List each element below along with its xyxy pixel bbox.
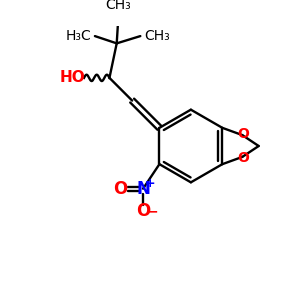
- Text: O: O: [113, 180, 127, 198]
- Text: +: +: [145, 177, 156, 190]
- Text: HO: HO: [59, 70, 85, 86]
- Text: O: O: [136, 202, 150, 220]
- Text: N: N: [136, 180, 150, 198]
- Text: CH₃: CH₃: [106, 0, 131, 12]
- Text: H₃C: H₃C: [66, 29, 92, 43]
- Text: CH₃: CH₃: [144, 29, 169, 43]
- Text: −: −: [146, 204, 158, 218]
- Text: O: O: [237, 151, 249, 165]
- Text: O: O: [237, 127, 249, 141]
